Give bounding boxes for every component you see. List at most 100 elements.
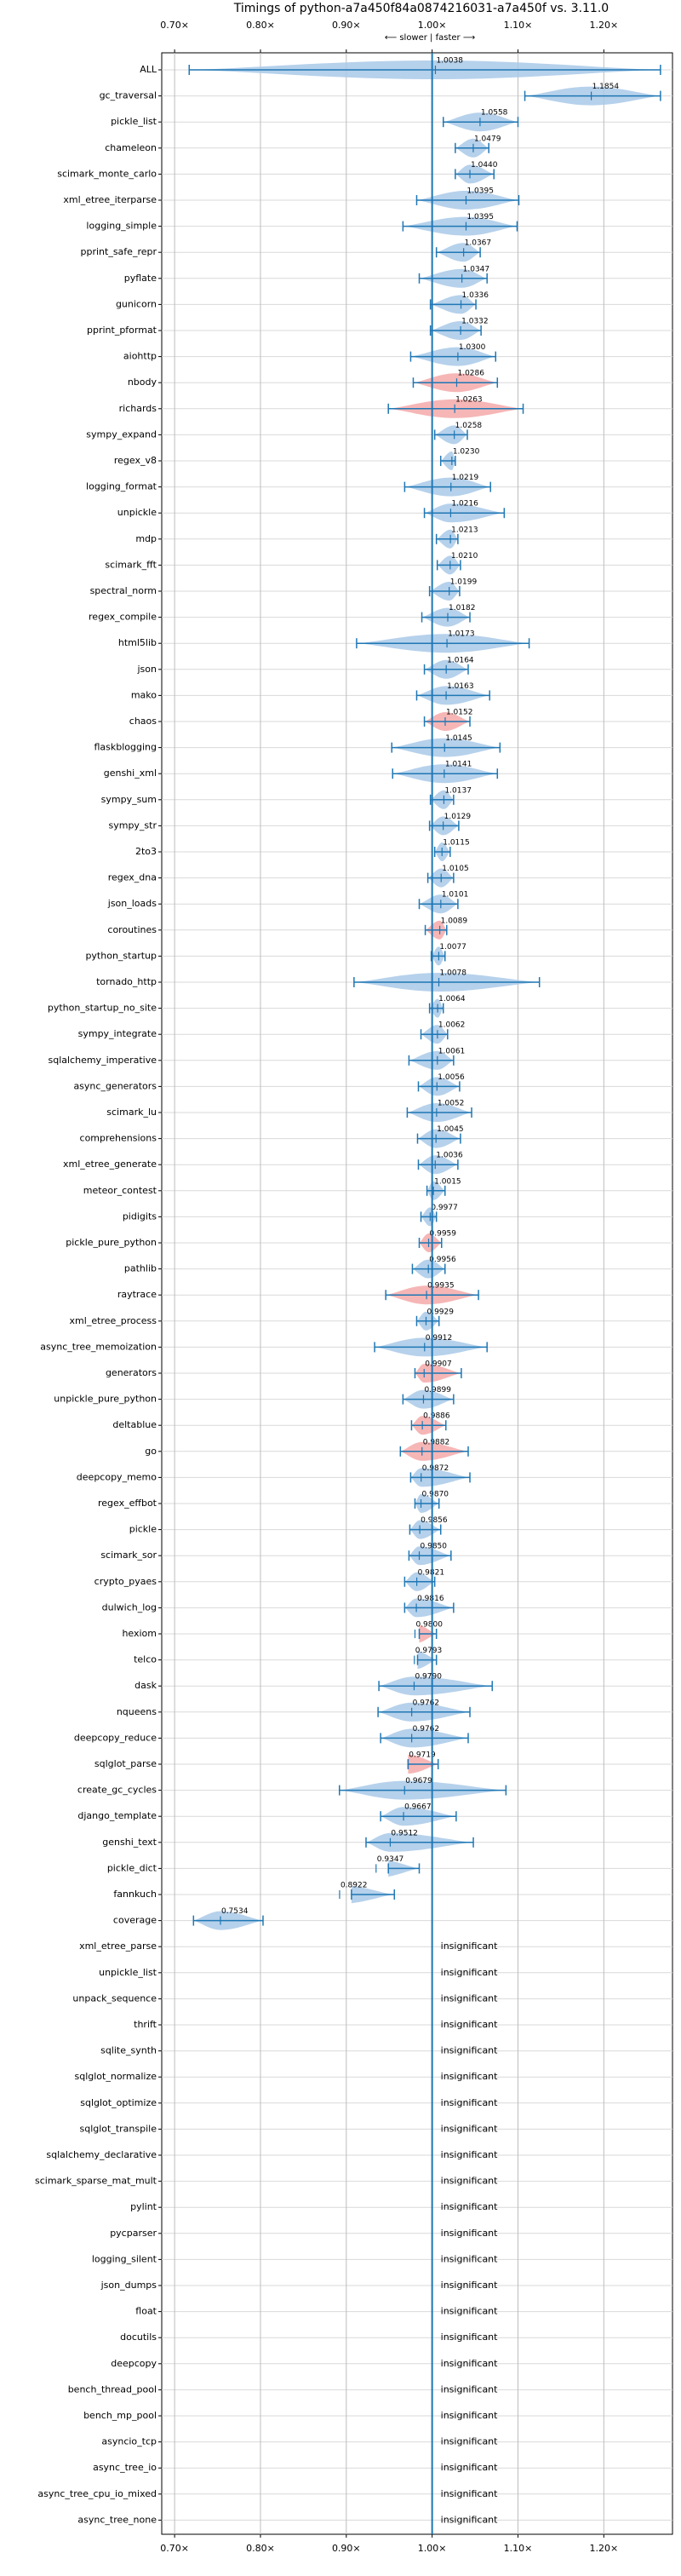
insignificant-label: insignificant (441, 2019, 499, 2030)
category-label: pathlib (124, 1263, 157, 1274)
insignificant-label: insignificant (441, 2123, 499, 2134)
value-label: 1.0213 (451, 526, 478, 534)
insignificant-label: insignificant (441, 2149, 499, 2160)
category-label: deepcopy (111, 2358, 157, 2369)
category-label: comprehensions (80, 1133, 157, 1144)
category-label: gc_traversal (100, 90, 157, 101)
category-label: async_tree_none (77, 2514, 157, 2525)
x-tick-label: 1.00× (418, 2543, 447, 2554)
value-label: 0.9977 (431, 1204, 458, 1212)
value-label: 0.9882 (423, 1438, 450, 1446)
value-label: 1.0115 (443, 839, 470, 848)
value-label: 0.9821 (418, 1568, 445, 1577)
category-label: regex_effbot (98, 1498, 157, 1509)
insignificant-label: insignificant (441, 2228, 499, 2239)
category-label: pickle (129, 1524, 157, 1535)
value-label: 1.0078 (440, 969, 467, 978)
value-label: 1.0332 (461, 318, 489, 326)
category-label: go (145, 1446, 157, 1457)
category-label: raytrace (117, 1289, 157, 1300)
category-label: html5lib (118, 637, 157, 648)
value-label: 1.0263 (455, 395, 483, 404)
category-label: xml_etree_process (70, 1315, 157, 1326)
value-label: 1.0182 (449, 604, 476, 612)
value-label: 1.0015 (434, 1177, 461, 1186)
value-label: 0.9679 (405, 1777, 432, 1785)
x-tick-label: 1.00× (418, 20, 447, 31)
value-label: 0.9907 (425, 1360, 452, 1369)
value-label: 0.9793 (415, 1647, 442, 1655)
category-label: python_startup (85, 950, 157, 961)
value-label: 0.9719 (409, 1751, 436, 1760)
x-tick-label: 0.70× (160, 20, 189, 31)
value-label: 0.9935 (427, 1282, 454, 1291)
category-label: python_startup_no_site (48, 1003, 157, 1014)
x-tick-label: 1.20× (589, 2543, 618, 2554)
category-label: bench_thread_pool (68, 2383, 157, 2395)
category-label: dask (134, 1680, 157, 1691)
category-label: chameleon (105, 142, 157, 153)
value-label: 1.0036 (436, 1152, 463, 1160)
category-label: unpickle (117, 507, 157, 518)
value-label: 0.9850 (421, 1543, 448, 1551)
x-tick-label: 0.90× (332, 20, 361, 31)
category-label: aiohttp (123, 351, 157, 362)
category-label: regex_dna (108, 872, 157, 883)
value-label: 1.0216 (451, 500, 478, 509)
value-label: 1.0210 (451, 552, 478, 561)
value-label: 1.0367 (465, 239, 492, 248)
insignificant-label: insignificant (441, 1992, 499, 2004)
category-label: 2to3 (135, 846, 157, 857)
category-label: deltablue (112, 1419, 157, 1430)
category-label: sqlite_synth (100, 2045, 157, 2056)
category-label: spectral_norm (90, 585, 157, 596)
value-label: 1.0045 (437, 1125, 464, 1134)
category-label: sqlglot_transpile (80, 2123, 157, 2134)
value-label: 1.0145 (445, 734, 472, 743)
category-label: logging_silent (92, 2253, 157, 2264)
category-label: pickle_list (111, 116, 157, 127)
insignificant-label: insignificant (441, 1941, 499, 1952)
value-label: 1.0152 (446, 709, 473, 717)
x-tick-label: 0.90× (332, 2543, 361, 2554)
value-label: 1.0199 (450, 578, 478, 587)
category-label: bench_mp_pool (83, 2410, 157, 2421)
category-label: scimark_lu (106, 1107, 157, 1118)
category-label: fannkuch (113, 1889, 157, 1900)
category-label: dulwich_log (102, 1601, 157, 1613)
value-label: 1.0479 (474, 135, 501, 143)
value-label: 0.9886 (423, 1412, 450, 1421)
insignificant-label: insignificant (441, 2410, 499, 2421)
category-label: deepcopy_reduce (74, 1732, 157, 1743)
value-label: 1.0101 (442, 891, 469, 900)
value-label: 0.9870 (422, 1491, 449, 1499)
value-label: 1.0056 (438, 1073, 465, 1082)
category-label: hexiom (122, 1628, 157, 1639)
category-label: sqlalchemy_imperative (48, 1055, 157, 1066)
category-label: asyncio_tcp (101, 2436, 157, 2447)
category-label: telco (134, 1654, 157, 1665)
value-label: 1.0137 (444, 786, 472, 795)
category-label: thrift (134, 2019, 157, 2030)
insignificant-label: insignificant (441, 2097, 499, 2108)
category-label: nbody (128, 377, 157, 388)
value-label: 0.9929 (426, 1308, 454, 1316)
category-label: async_tree_memoization (40, 1341, 157, 1352)
value-label: 1.0336 (462, 291, 489, 300)
value-label: 0.9959 (430, 1230, 457, 1239)
category-label: sqlglot_optimize (80, 2097, 157, 2108)
category-label: unpickle_pure_python (54, 1394, 157, 1405)
category-label: scimark_fft (105, 559, 157, 570)
category-label: sympy_str (108, 819, 157, 831)
value-label: 1.0347 (463, 265, 490, 273)
insignificant-label: insignificant (441, 2045, 499, 2056)
value-label: 1.0038 (436, 57, 463, 66)
category-label: deepcopy_memo (77, 1471, 157, 1482)
value-label: 0.9899 (424, 1386, 451, 1394)
value-label: 0.9872 (422, 1464, 449, 1473)
category-label: mako (131, 689, 157, 700)
category-label: pidigits (123, 1210, 157, 1222)
value-label: 0.9762 (413, 1725, 440, 1734)
category-label: flaskblogging (94, 742, 157, 753)
value-label: 1.0163 (447, 682, 474, 691)
